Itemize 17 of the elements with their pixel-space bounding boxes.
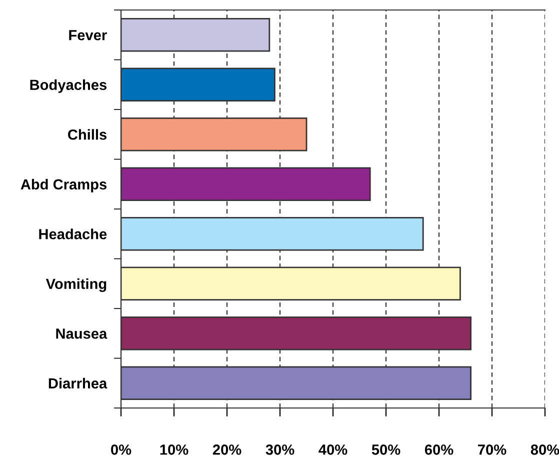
x-tick-label: 60% — [424, 444, 454, 455]
x-tick-label: 10% — [160, 444, 188, 455]
x-tick-label: 40% — [318, 444, 348, 455]
x-tick-label: 30% — [266, 444, 294, 455]
y-tick-label: Fever — [69, 30, 107, 40]
y-tick-label: Chills — [68, 129, 107, 140]
y-tick-label: Headache — [39, 228, 107, 240]
x-tick-label: 50% — [372, 444, 400, 455]
y-tick-label: Nausea — [56, 328, 108, 339]
x-tick-label: 0% — [111, 444, 132, 455]
y-tick-label: Vomiting — [46, 278, 106, 292]
x-tick-label: 80% — [530, 444, 559, 455]
x-tick-label: 20% — [212, 444, 242, 455]
y-tick-label: Diarrhea — [48, 378, 108, 389]
y-tick-label: Bodyaches — [30, 79, 107, 93]
x-tick-label: 70% — [478, 444, 506, 455]
y-tick-label: Abd Cramps — [20, 178, 107, 192]
